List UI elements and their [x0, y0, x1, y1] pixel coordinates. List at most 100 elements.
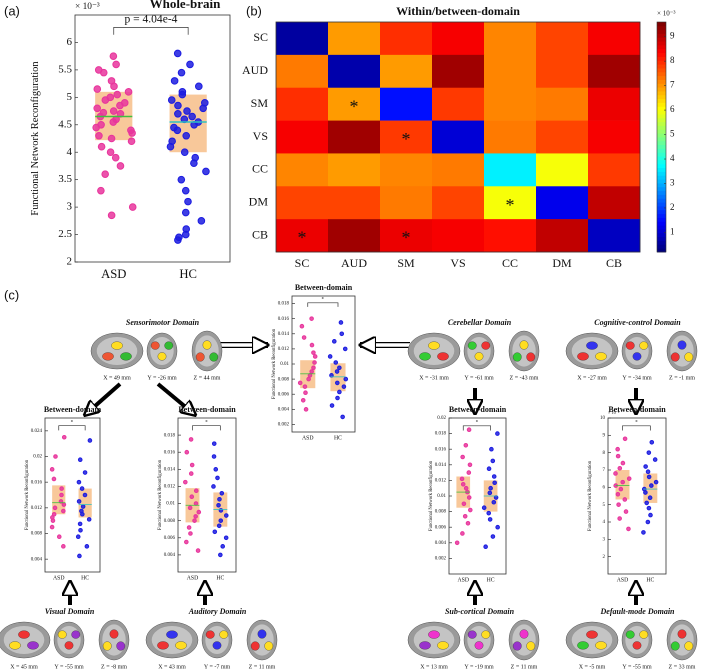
data-point — [333, 360, 339, 365]
activation-blob — [677, 629, 687, 639]
y-tick-label: 0.01 — [280, 362, 289, 367]
y-tick-label: 0.01 — [437, 494, 446, 499]
brain-tissue — [250, 624, 274, 656]
data-point — [643, 490, 648, 495]
y-tick-label: 0.016 — [31, 480, 43, 485]
chart-title: Between-domain — [449, 405, 507, 414]
y-tick-label: 0.012 — [278, 347, 290, 352]
activation-blob — [219, 630, 229, 639]
activation-blob — [467, 630, 477, 639]
colorbar-segment — [657, 98, 666, 103]
brain-tissue — [413, 625, 455, 655]
y-tick-label: 0.002 — [278, 423, 290, 428]
slice-coordinate: Y = -61 mm — [464, 375, 494, 381]
data-point — [216, 523, 222, 529]
activation-blob — [419, 352, 431, 361]
activation-blob — [474, 352, 484, 361]
data-point — [622, 436, 628, 442]
colorbar-segment — [657, 106, 666, 111]
colorbar-segment — [657, 229, 666, 234]
activation-blob — [257, 629, 267, 639]
y-tick-label: 3 — [603, 537, 606, 542]
data-point — [106, 148, 115, 157]
activation-blob — [57, 630, 67, 639]
activation-blob — [116, 641, 126, 651]
data-point — [93, 85, 102, 93]
heatmap-cell — [328, 186, 381, 220]
colorbar-segment — [657, 175, 666, 180]
colorbar-segment — [657, 160, 666, 165]
colorbar-segment — [657, 152, 666, 157]
plot-frame — [275, 21, 641, 253]
colorbar-tick-label: 5 — [670, 129, 675, 139]
y-axis-label: Functional Network Reconfiguration — [25, 459, 30, 530]
x-tick-label: HC — [646, 577, 654, 583]
colorbar-segment — [657, 125, 666, 130]
data-point — [174, 101, 182, 110]
data-point — [80, 504, 86, 509]
data-point — [76, 499, 82, 504]
slice-coordinate: Z = 11 mm — [511, 664, 538, 670]
x-tick-label: ASD — [302, 435, 314, 441]
activation-blob — [102, 352, 114, 361]
brain-tissue — [151, 625, 193, 655]
data-point — [50, 518, 56, 523]
data-point — [178, 90, 187, 99]
brain-tissue — [102, 624, 126, 656]
activation-blob — [577, 641, 589, 650]
y-tick-label: 0.004 — [31, 557, 43, 562]
data-point — [462, 513, 468, 519]
activation-blob — [195, 352, 205, 362]
data-point — [193, 514, 198, 519]
brain-tissue — [670, 335, 694, 367]
activation-blob — [150, 341, 160, 350]
data-point — [460, 454, 465, 460]
activation-blob — [519, 340, 529, 350]
data-point — [181, 208, 190, 217]
data-point — [77, 553, 82, 559]
y-tick-label: 7 — [603, 468, 606, 473]
scale-label: × 10⁻³ — [608, 410, 620, 415]
y-tick-label: 5 — [67, 91, 73, 103]
data-point — [340, 414, 345, 420]
colorbar-segment — [657, 121, 666, 126]
data-point — [626, 526, 631, 532]
domain-title: Default-mode Domain — [600, 607, 676, 616]
x-tick-label: CB — [606, 256, 622, 270]
data-point — [93, 104, 102, 113]
data-point — [211, 441, 217, 446]
data-point — [312, 360, 317, 365]
y-tick-label: 0.008 — [164, 519, 176, 524]
activation-blob — [419, 641, 431, 650]
data-point — [116, 162, 125, 170]
heatmap-cell — [588, 219, 641, 253]
y-tick-label: 5.5 — [58, 63, 72, 75]
data-point — [649, 483, 654, 488]
data-point — [620, 460, 626, 466]
heatmap-cell — [588, 186, 641, 220]
data-point — [107, 134, 116, 143]
data-point — [111, 153, 120, 162]
colorbar-segment — [657, 148, 666, 153]
domain-title: Sub-cortical Domain — [445, 607, 515, 616]
x-tick-label: VS — [450, 256, 465, 270]
brain-tissue — [150, 336, 174, 366]
y-tick-label: 5 — [603, 503, 606, 508]
y-tick-label: 0.01 — [166, 502, 175, 507]
data-point — [623, 509, 629, 514]
brain-tissue — [625, 625, 649, 655]
data-point — [463, 485, 469, 491]
data-point — [648, 512, 653, 518]
data-point — [173, 49, 182, 58]
data-point — [166, 142, 175, 151]
data-point — [180, 148, 189, 157]
colorbar-tick-label: 2 — [670, 202, 675, 212]
significance-bracket — [58, 425, 86, 431]
colorbar-segment — [657, 137, 666, 142]
data-point — [99, 68, 108, 77]
data-point — [188, 112, 196, 121]
colorbar-tick-label: 9 — [670, 31, 675, 41]
colorbar-segment — [657, 163, 666, 169]
y-axis-label: Functional Network Reconfiguration — [30, 61, 41, 216]
